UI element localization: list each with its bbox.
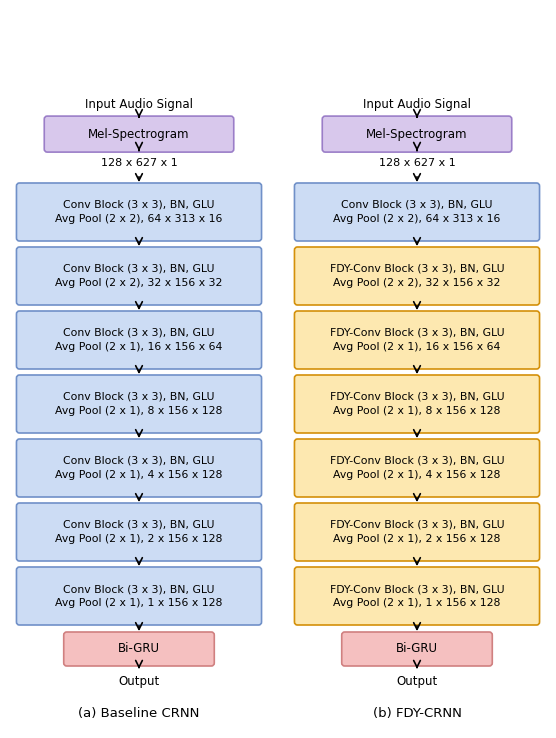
- FancyBboxPatch shape: [295, 567, 539, 625]
- FancyBboxPatch shape: [17, 567, 261, 625]
- Text: FDY-Conv Block (3 x 3), BN, GLU
Avg Pool (2 x 2), 32 x 156 x 32: FDY-Conv Block (3 x 3), BN, GLU Avg Pool…: [330, 264, 504, 288]
- Text: Conv Block (3 x 3), BN, GLU
Avg Pool (2 x 1), 8 x 156 x 128: Conv Block (3 x 3), BN, GLU Avg Pool (2 …: [55, 392, 223, 416]
- FancyBboxPatch shape: [322, 116, 512, 152]
- FancyBboxPatch shape: [17, 375, 261, 433]
- Text: 128 x 627 x 1: 128 x 627 x 1: [379, 158, 455, 168]
- Text: Input Audio Signal: Input Audio Signal: [85, 97, 193, 111]
- Text: Mel-Spectrogram: Mel-Spectrogram: [88, 128, 190, 141]
- Text: Bi-GRU: Bi-GRU: [118, 643, 160, 655]
- Text: Conv Block (3 x 3), BN, GLU
Avg Pool (2 x 2), 64 x 313 x 16: Conv Block (3 x 3), BN, GLU Avg Pool (2 …: [55, 200, 223, 224]
- Text: Conv Block (3 x 3), BN, GLU
Avg Pool (2 x 1), 1 x 156 x 128: Conv Block (3 x 3), BN, GLU Avg Pool (2 …: [55, 584, 223, 608]
- Text: FDY-Conv Block (3 x 3), BN, GLU
Avg Pool (2 x 1), 16 x 156 x 64: FDY-Conv Block (3 x 3), BN, GLU Avg Pool…: [330, 328, 504, 352]
- Text: FDY-Conv Block (3 x 3), BN, GLU
Avg Pool (2 x 1), 2 x 156 x 128: FDY-Conv Block (3 x 3), BN, GLU Avg Pool…: [330, 520, 504, 544]
- FancyBboxPatch shape: [17, 439, 261, 497]
- FancyBboxPatch shape: [17, 503, 261, 561]
- Text: Conv Block (3 x 3), BN, GLU
Avg Pool (2 x 1), 16 x 156 x 64: Conv Block (3 x 3), BN, GLU Avg Pool (2 …: [55, 328, 223, 352]
- FancyBboxPatch shape: [295, 375, 539, 433]
- FancyBboxPatch shape: [295, 503, 539, 561]
- Text: (a) Baseline CRNN: (a) Baseline CRNN: [78, 706, 200, 720]
- Text: Bi-GRU: Bi-GRU: [396, 643, 438, 655]
- Text: FDY-Conv Block (3 x 3), BN, GLU
Avg Pool (2 x 1), 1 x 156 x 128: FDY-Conv Block (3 x 3), BN, GLU Avg Pool…: [330, 584, 504, 608]
- FancyBboxPatch shape: [44, 116, 234, 152]
- FancyBboxPatch shape: [17, 183, 261, 241]
- Text: Conv Block (3 x 3), BN, GLU
Avg Pool (2 x 2), 64 x 313 x 16: Conv Block (3 x 3), BN, GLU Avg Pool (2 …: [333, 200, 501, 224]
- FancyBboxPatch shape: [17, 247, 261, 305]
- Text: Conv Block (3 x 3), BN, GLU
Avg Pool (2 x 1), 2 x 156 x 128: Conv Block (3 x 3), BN, GLU Avg Pool (2 …: [55, 520, 223, 544]
- Text: Input Audio Signal: Input Audio Signal: [363, 97, 471, 111]
- Text: Mel-Spectrogram: Mel-Spectrogram: [366, 128, 468, 141]
- Text: Conv Block (3 x 3), BN, GLU
Avg Pool (2 x 1), 4 x 156 x 128: Conv Block (3 x 3), BN, GLU Avg Pool (2 …: [55, 456, 223, 480]
- FancyBboxPatch shape: [17, 311, 261, 369]
- Text: 128 x 627 x 1: 128 x 627 x 1: [101, 158, 177, 168]
- Text: Output: Output: [396, 675, 438, 689]
- Text: FDY-Conv Block (3 x 3), BN, GLU
Avg Pool (2 x 1), 8 x 156 x 128: FDY-Conv Block (3 x 3), BN, GLU Avg Pool…: [330, 392, 504, 416]
- Text: (b) FDY-CRNN: (b) FDY-CRNN: [373, 706, 461, 720]
- FancyBboxPatch shape: [295, 311, 539, 369]
- FancyBboxPatch shape: [64, 632, 214, 666]
- FancyBboxPatch shape: [295, 247, 539, 305]
- FancyBboxPatch shape: [295, 183, 539, 241]
- Text: Conv Block (3 x 3), BN, GLU
Avg Pool (2 x 2), 32 x 156 x 32: Conv Block (3 x 3), BN, GLU Avg Pool (2 …: [55, 264, 223, 288]
- FancyBboxPatch shape: [295, 439, 539, 497]
- Text: Output: Output: [118, 675, 160, 689]
- Text: FDY-Conv Block (3 x 3), BN, GLU
Avg Pool (2 x 1), 4 x 156 x 128: FDY-Conv Block (3 x 3), BN, GLU Avg Pool…: [330, 456, 504, 480]
- FancyBboxPatch shape: [342, 632, 492, 666]
